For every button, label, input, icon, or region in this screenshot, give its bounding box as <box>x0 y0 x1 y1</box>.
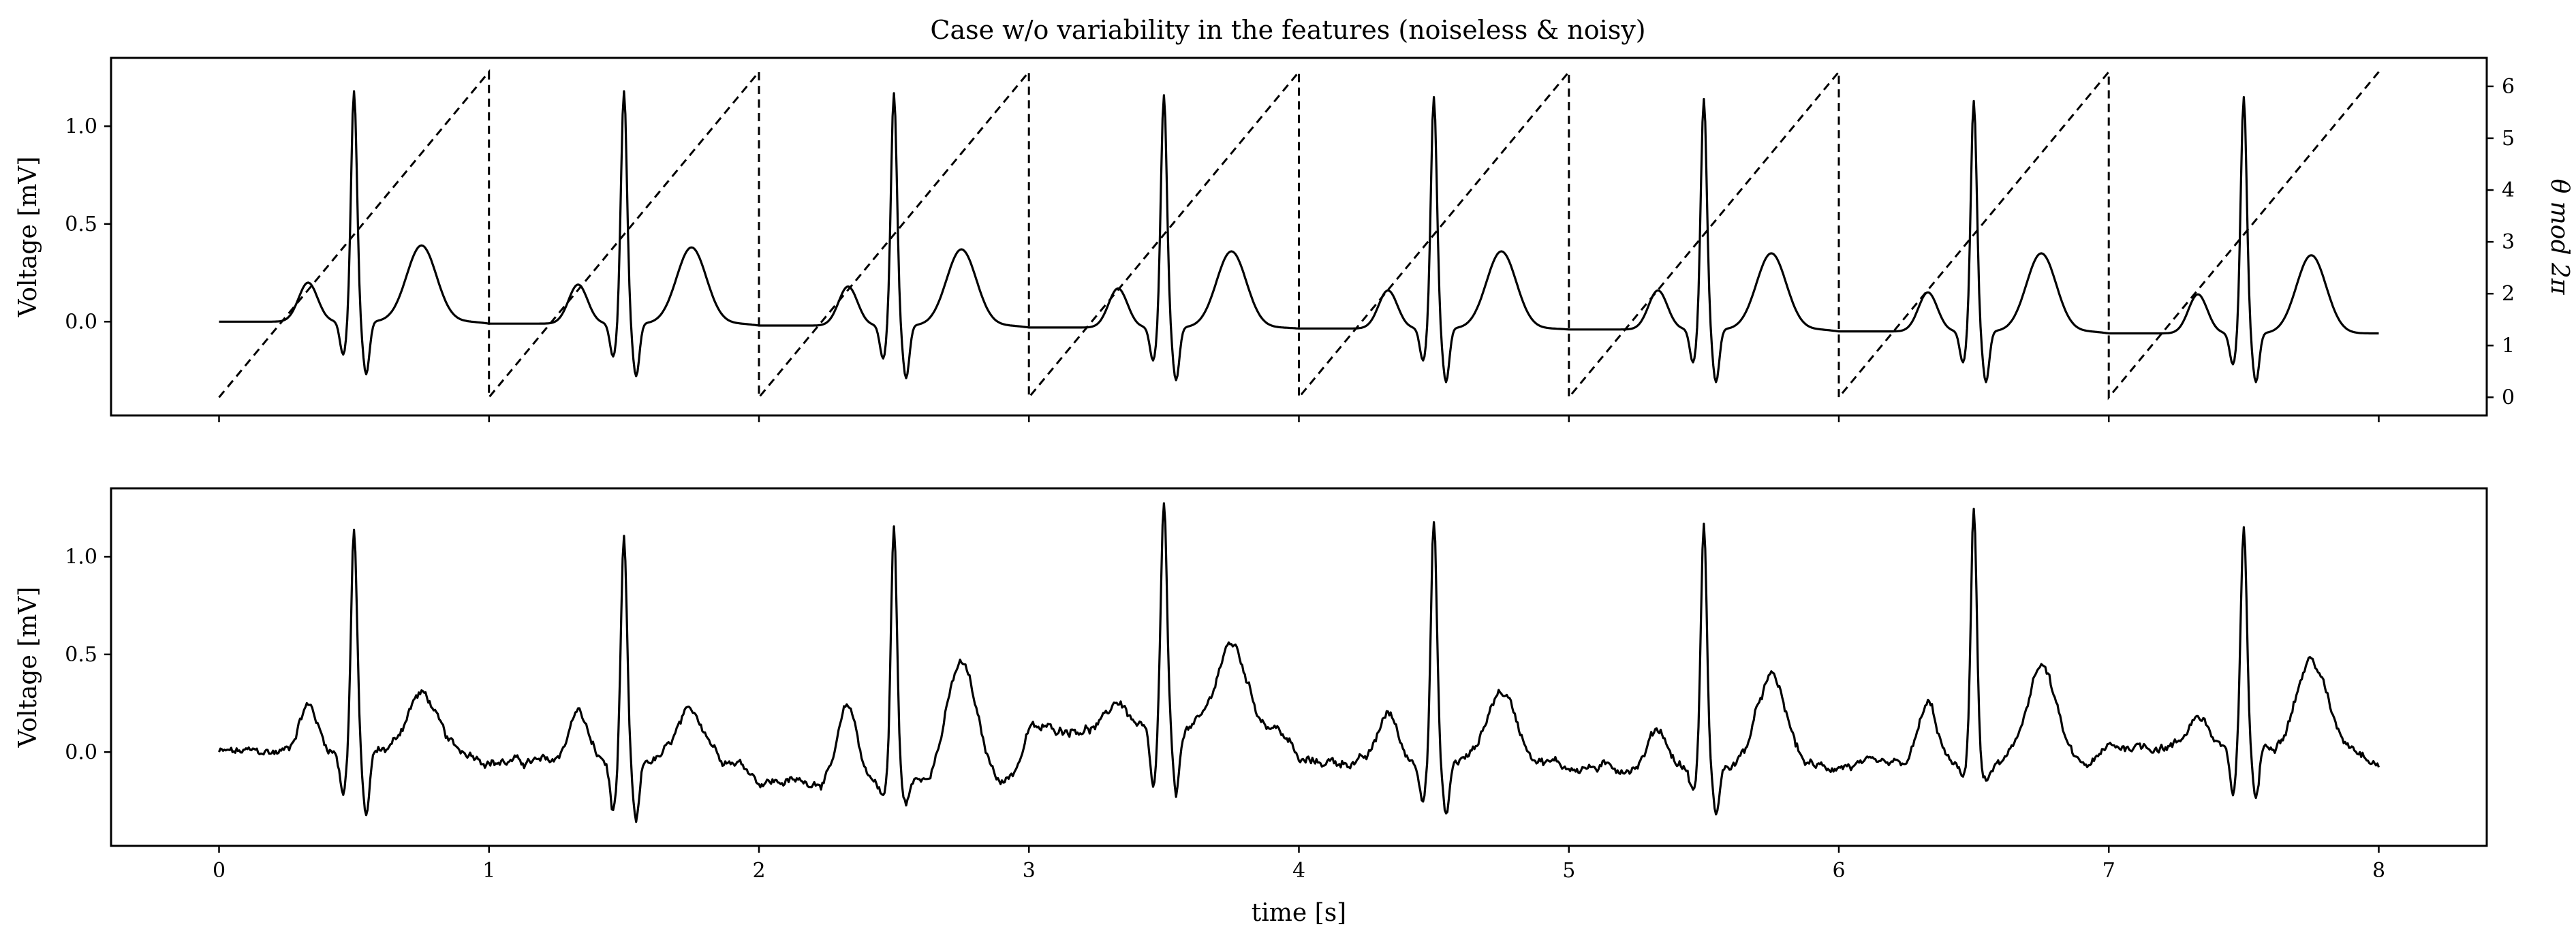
ecg-series-line <box>218 502 2380 823</box>
x-tick-label: 8 <box>2372 859 2385 883</box>
x-tick-label: 1 <box>482 859 495 883</box>
chart-title: Case w/o variability in the features (no… <box>930 15 1646 45</box>
y-tick-label: 1.0 <box>65 545 97 569</box>
y-right-axis-label: θ mod 2π <box>2545 179 2573 296</box>
y-tick-label: 0.5 <box>65 643 97 667</box>
x-tick-label: 5 <box>1562 859 1575 883</box>
y-right-tick-label: 6 <box>2502 75 2515 99</box>
y-axis-label: Voltage [mV] <box>14 157 42 318</box>
x-tick-label: 2 <box>752 859 765 883</box>
y-right-tick-label: 2 <box>2502 282 2515 306</box>
y-axis-label: Voltage [mV] <box>14 587 42 748</box>
x-tick-label: 0 <box>213 859 226 883</box>
x-tick-label: 6 <box>1832 859 1845 883</box>
x-tick-label: 7 <box>2102 859 2115 883</box>
y-tick-label: 1.0 <box>65 114 97 138</box>
y-right-tick-label: 3 <box>2502 230 2515 254</box>
x-tick-label: 4 <box>1292 859 1305 883</box>
y-tick-label: 0.5 <box>65 212 97 236</box>
y-tick-label: 0.0 <box>65 740 97 764</box>
y-right-tick-label: 5 <box>2502 127 2515 151</box>
ecg-series-line <box>219 90 2379 383</box>
y-right-tick-label: 0 <box>2502 385 2515 409</box>
plot-frame <box>110 487 2488 847</box>
y-right-tick-label: 1 <box>2502 334 2515 358</box>
x-axis-label: time [s] <box>1252 899 1346 927</box>
x-tick-label: 3 <box>1023 859 1036 883</box>
panel-bottom: 0.0 0.5 1.0 Voltage [mV] 0 1 2 3 4 5 6 7 8 time [s] <box>14 487 2488 927</box>
y-tick-label: 0.0 <box>65 310 97 334</box>
panel-top: 0.0 0.5 1.0 Voltage [mV] 0 1 2 3 4 5 6 θ mod 2π <box>14 57 2573 422</box>
phase-series-line <box>218 69 2380 400</box>
y-right-tick-label: 4 <box>2502 178 2515 202</box>
